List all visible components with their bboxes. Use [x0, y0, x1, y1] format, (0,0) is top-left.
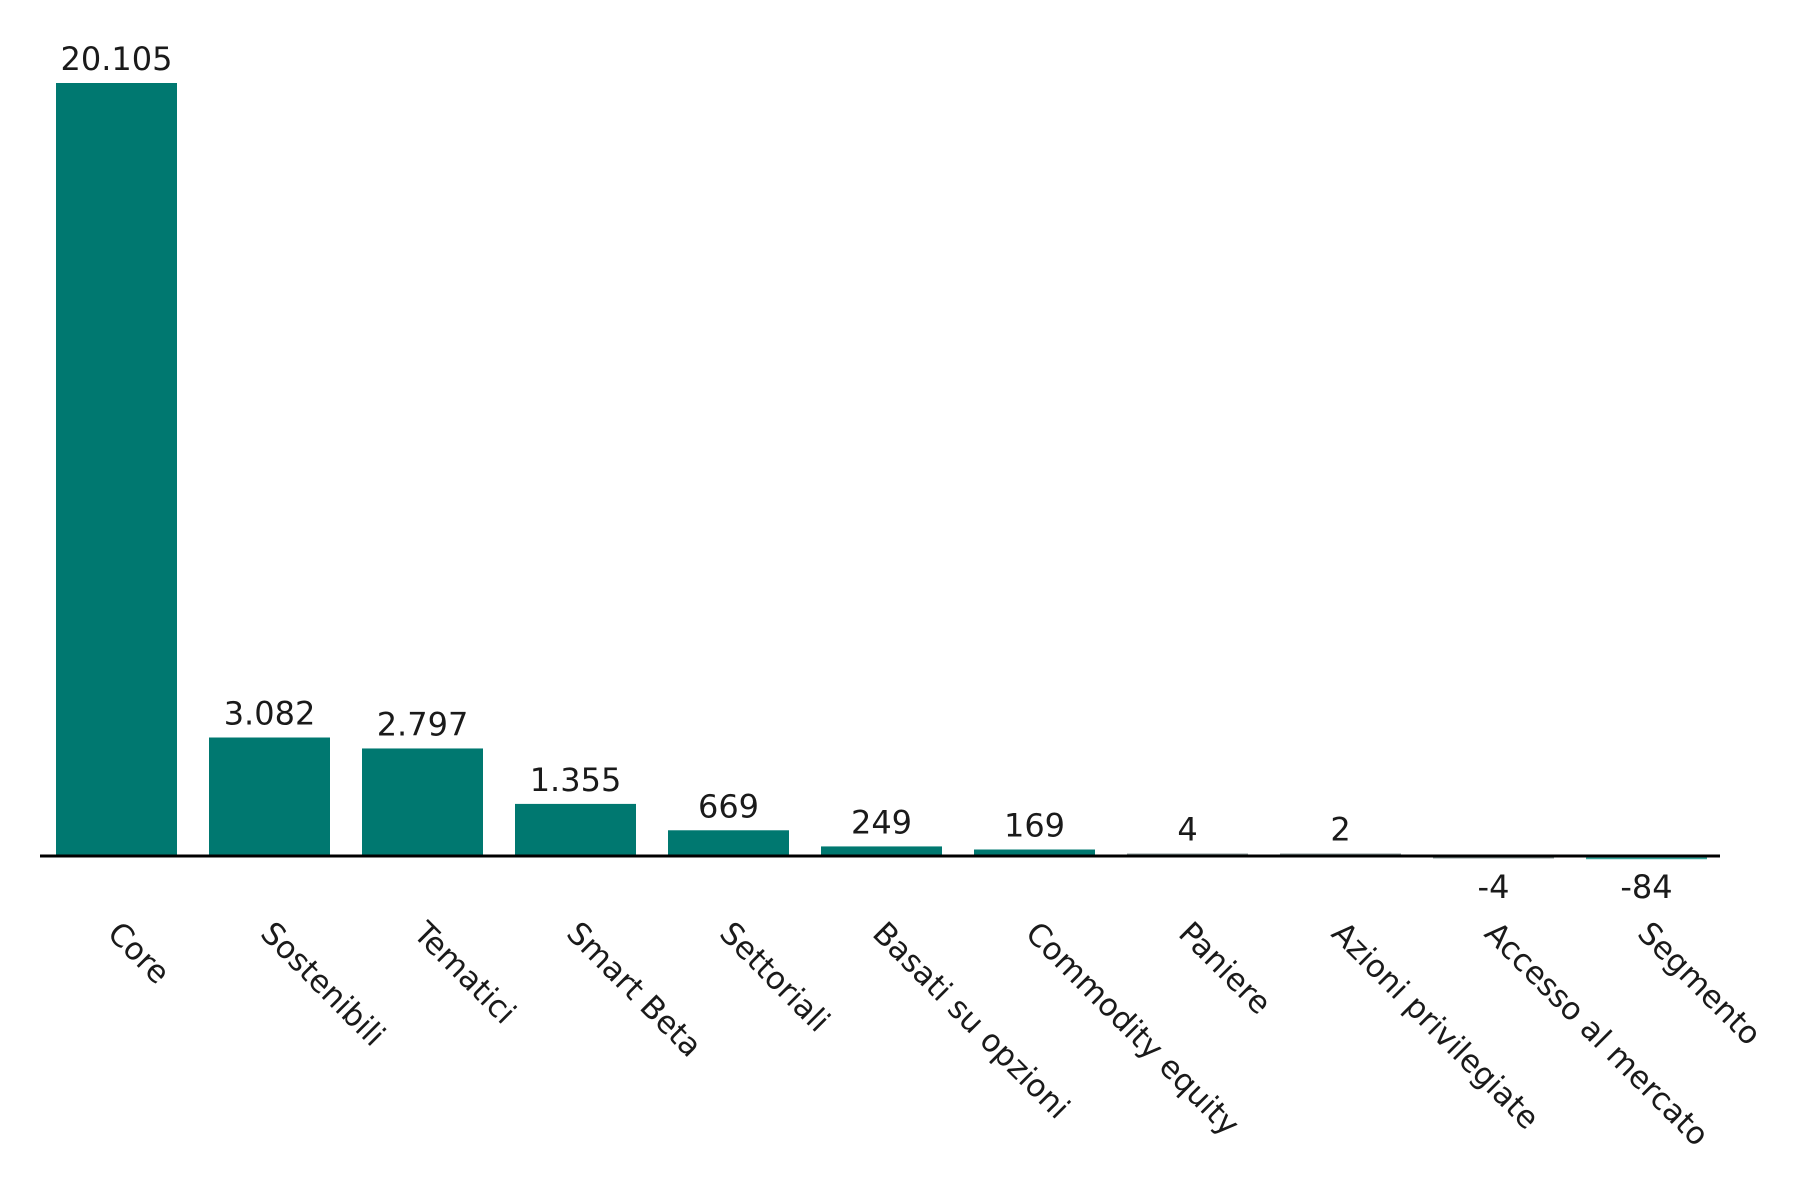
category-label: Segmento	[1630, 915, 1768, 1053]
bar-segmento	[1586, 856, 1707, 860]
bar-core	[56, 83, 177, 856]
bar-basati-su-opzioni	[821, 846, 942, 856]
category-label: Paniere	[1171, 915, 1278, 1022]
bar-smart-beta	[515, 803, 636, 856]
value-label: 3.082	[224, 695, 316, 733]
value-label: 249	[851, 803, 912, 841]
bar-sostenibili	[209, 737, 330, 856]
value-label: 669	[698, 787, 759, 825]
bar-commodity-equity	[974, 849, 1095, 856]
category-label: Core	[100, 915, 176, 991]
value-label: 169	[1004, 807, 1065, 845]
value-label: 2.797	[377, 705, 469, 743]
category-label: Sostenibili	[253, 915, 391, 1053]
value-label: -4	[1478, 868, 1510, 906]
value-label: 2	[1330, 811, 1350, 849]
category-label: Smart Beta	[559, 915, 708, 1064]
bars-group	[56, 83, 1707, 860]
value-label: 20.105	[61, 40, 173, 78]
category-labels-group: Core Sostenibili Tematici Smart Beta Settori…	[100, 914, 1768, 1153]
value-label: -84	[1620, 868, 1672, 906]
category-label: Tematici	[406, 914, 523, 1031]
value-labels-group: 20.105 3.082 2.797 1.355 669 249 169 4 2 -4 -84	[61, 40, 1673, 906]
value-label: 1.355	[530, 761, 622, 799]
bar-tematici	[362, 748, 483, 856]
bar-settoriali	[668, 830, 789, 856]
value-label: 4	[1177, 811, 1197, 849]
category-label: Settoriali	[712, 915, 836, 1039]
